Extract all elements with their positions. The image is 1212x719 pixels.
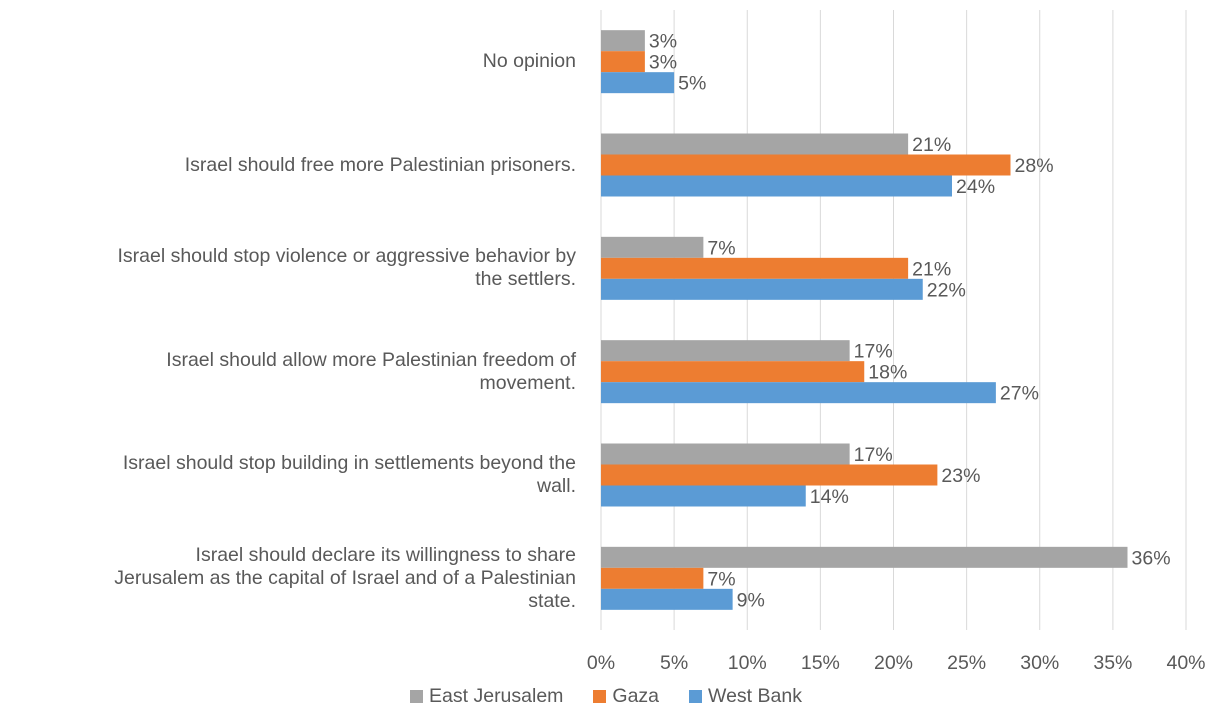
data-label: 17%: [854, 341, 893, 363]
x-tick-label: 0%: [587, 652, 615, 674]
data-label: 17%: [854, 444, 893, 466]
x-tick-label: 40%: [1166, 652, 1205, 674]
legend-swatch: [593, 689, 607, 703]
data-label: 3%: [649, 52, 677, 74]
x-tick-label: 15%: [801, 652, 840, 674]
category-label-line: Israel should stop violence or aggressiv…: [117, 245, 576, 268]
category-label-line: Jerusalem as the capital of Israel and o…: [114, 566, 576, 589]
category-label: Israel should allow more Palestinian fre…: [0, 349, 576, 395]
bar: [601, 30, 645, 52]
x-tick-label: 10%: [728, 652, 767, 674]
data-label: 36%: [1132, 547, 1171, 569]
data-label: 14%: [810, 486, 849, 508]
data-label: 18%: [868, 362, 907, 384]
category-label-line: movement.: [479, 371, 576, 394]
bar: [601, 546, 1128, 568]
data-label: 22%: [927, 279, 966, 301]
legend-label: Gaza: [612, 684, 660, 707]
bar: [601, 382, 996, 404]
data-label: 9%: [737, 589, 765, 611]
bar: [601, 340, 850, 362]
data-label: 21%: [912, 134, 951, 156]
bar: [601, 464, 938, 486]
category-label: Israel should declare its willingness to…: [0, 544, 576, 613]
bar: [601, 133, 909, 155]
bar: [601, 154, 1011, 176]
x-axis-ticks: 0% 5% 10% 15% 20% 25% 30% 35% 40%: [587, 652, 1206, 674]
data-label: 7%: [707, 237, 735, 259]
bar: [601, 236, 704, 258]
bar: [601, 361, 865, 383]
bar: [601, 443, 850, 465]
category-label: Israel should stop building in settlemen…: [0, 452, 576, 498]
legend-item: West Bank: [689, 685, 802, 708]
gridlines: [600, 10, 1187, 630]
legend-swatch: [410, 689, 424, 703]
bars: [601, 30, 1128, 610]
bar: [601, 485, 806, 507]
data-labels: 3%3%5%21%28%24%7%21%22%17%18%27%17%23%14…: [649, 31, 1171, 612]
category-label-line: the settlers.: [475, 268, 576, 291]
category-label-line: Israel should declare its willingness to…: [195, 543, 576, 566]
data-label: 3%: [649, 31, 677, 53]
legend-label: West Bank: [708, 684, 802, 707]
legend-item: East Jerusalem: [410, 685, 563, 708]
category-label-line: No opinion: [482, 50, 576, 73]
category-label: Israel should free more Palestinian pris…: [0, 154, 576, 177]
bar: [601, 278, 923, 300]
data-label: 5%: [678, 73, 706, 95]
data-label: 24%: [956, 176, 995, 198]
category-label-line: Israel should allow more Palestinian fre…: [166, 348, 576, 371]
category-label-line: wall.: [536, 475, 576, 497]
data-label: 27%: [1000, 383, 1039, 405]
bar: [601, 51, 645, 73]
legend-item: Gaza: [593, 685, 659, 708]
data-label: 23%: [941, 465, 980, 487]
category-label-line: state.: [528, 589, 576, 612]
legend-label: East Jerusalem: [429, 684, 564, 707]
legend-swatch: [689, 689, 703, 703]
data-label: 28%: [1015, 155, 1054, 177]
category-label: No opinion: [0, 50, 576, 73]
legend: East Jerusalem Gaza West Bank: [0, 683, 1212, 709]
bar: [601, 588, 733, 610]
x-tick-label: 5%: [660, 652, 688, 674]
x-tick-label: 20%: [874, 652, 913, 674]
data-label: 7%: [707, 568, 735, 590]
x-tick-label: 35%: [1093, 652, 1132, 674]
bar: [601, 257, 909, 279]
bar: [601, 72, 675, 94]
bar: [601, 567, 704, 589]
category-label: Israel should stop violence or aggressiv…: [0, 245, 576, 291]
category-label-line: Israel should free more Palestinian pris…: [184, 153, 576, 176]
data-label: 21%: [912, 258, 951, 280]
x-tick-label: 30%: [1020, 652, 1059, 674]
x-tick-label: 25%: [947, 652, 986, 674]
category-label-line: Israel should stop building in settlemen…: [122, 452, 576, 474]
bar: [601, 175, 952, 197]
